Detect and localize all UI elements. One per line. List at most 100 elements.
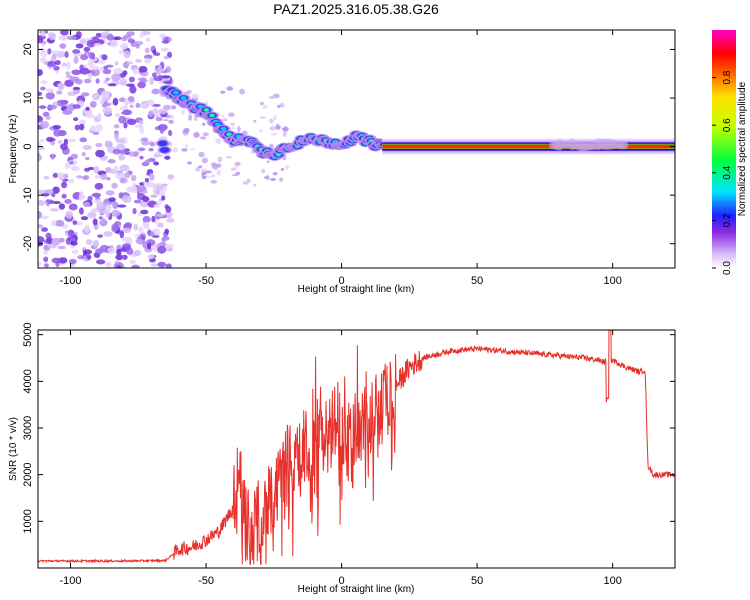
- noise-speckle: [47, 104, 57, 110]
- y-tick-label: -20: [22, 236, 34, 252]
- ridge-blob: [220, 126, 227, 131]
- noise-speckle: [103, 231, 113, 237]
- noise-speckle: [123, 34, 132, 39]
- noise-speckle: [269, 118, 274, 124]
- noise-speckle: [273, 115, 277, 121]
- noise-speckle: [106, 33, 114, 41]
- noise-speckle: [216, 169, 222, 176]
- noise-speckle: [270, 132, 278, 136]
- noise-speckle: [97, 112, 102, 121]
- noise-speckle: [46, 60, 57, 68]
- noise-speckle: [95, 142, 103, 148]
- noise-speckle: [39, 57, 47, 63]
- noise-speckle: [133, 199, 142, 204]
- noise-speckle: [164, 228, 170, 235]
- noise-speckle: [102, 68, 112, 75]
- noise-speckle: [82, 175, 90, 180]
- noise-speckle: [95, 149, 105, 158]
- noise-speckle: [269, 126, 276, 131]
- noise-speckle: [114, 132, 119, 140]
- noise-speckle: [155, 185, 163, 191]
- noise-speckle: [168, 141, 173, 147]
- noise-speckle: [46, 237, 53, 245]
- noise-speckle: [157, 261, 167, 268]
- noise-speckle: [85, 239, 93, 245]
- noise-speckle: [220, 114, 225, 118]
- noise-speckle: [272, 171, 278, 176]
- noise-speckle: [70, 165, 80, 172]
- noise-speckle: [111, 73, 121, 82]
- snr-x-ticks: -100 -50 0 50 100: [60, 330, 622, 587]
- noise-speckle: [152, 49, 157, 54]
- noise-speckle: [111, 182, 118, 189]
- noise-speckle: [139, 33, 145, 38]
- noise-speckle: [150, 263, 159, 267]
- noise-speckle: [104, 140, 110, 146]
- noise-speckle: [58, 35, 68, 41]
- noise-speckle: [61, 181, 68, 189]
- noise-speckle: [275, 125, 281, 130]
- noise-speckle: [38, 37, 44, 44]
- noise-speckle: [79, 137, 88, 143]
- noise-speckle: [57, 83, 64, 89]
- noise-speckle: [80, 54, 89, 61]
- noise-speckle: [103, 66, 108, 70]
- noise-speckle: [113, 166, 119, 172]
- colorbar-tick-label: 0.8: [722, 70, 733, 84]
- noise-speckle: [123, 50, 131, 59]
- y-tick-label: 0: [22, 144, 34, 150]
- noise-speckle: [157, 245, 167, 254]
- noise-speckle: [79, 64, 84, 71]
- noise-speckle: [135, 59, 142, 63]
- noise-speckle: [56, 90, 63, 95]
- noise-speckle: [38, 210, 42, 219]
- noise-speckle: [199, 136, 207, 140]
- noise-speckle: [38, 261, 42, 267]
- noise-speckle: [138, 226, 144, 234]
- noise-speckle: [102, 102, 112, 107]
- noise-speckle: [38, 91, 43, 96]
- noise-speckle: [54, 60, 61, 66]
- noise-speckle: [187, 161, 192, 165]
- noise-speckle: [210, 180, 218, 184]
- noise-speckle: [161, 40, 170, 44]
- noise-speckle: [86, 254, 92, 260]
- colorbar-tick-label: 0.2: [722, 213, 733, 227]
- noise-speckle: [38, 142, 42, 146]
- noise-speckle: [71, 249, 79, 255]
- noise-speckle: [129, 259, 137, 264]
- noise-speckle: [86, 39, 96, 48]
- noise-speckle: [89, 65, 100, 71]
- y-tick-label: 5000: [22, 322, 34, 346]
- snr-y-ticks: 1000 2000 3000 4000 5000: [22, 322, 675, 534]
- y-tick-label: 3000: [22, 416, 34, 440]
- noise-speckle: [145, 37, 151, 43]
- noise-speckle: [78, 196, 84, 201]
- noise-speckle: [147, 254, 155, 260]
- noise-speckle: [76, 175, 83, 179]
- noise-speckle: [54, 219, 65, 227]
- noise-speckle: [52, 200, 61, 205]
- noise-speckle: [40, 121, 50, 129]
- colorbar-gradient: [712, 30, 736, 268]
- noise-speckle: [58, 257, 68, 264]
- noise-speckle: [226, 86, 234, 91]
- spectrogram-x-label: Height of straight line (km): [298, 284, 415, 295]
- noise-speckle: [44, 189, 54, 195]
- noise-speckle: [80, 216, 89, 221]
- noise-speckle: [84, 156, 90, 161]
- noise-speckle: [60, 30, 69, 36]
- noise-speckle: [142, 215, 151, 224]
- ridge-blob: [158, 140, 167, 146]
- noise-speckle: [38, 224, 43, 229]
- noise-speckle: [70, 153, 79, 160]
- noise-speckle: [103, 80, 109, 84]
- noise-speckle: [165, 263, 172, 268]
- x-tick-label: -50: [198, 275, 214, 287]
- noise-speckle: [258, 129, 264, 133]
- noise-speckle: [141, 140, 150, 146]
- noise-speckle: [139, 155, 144, 160]
- noise-speckle: [86, 114, 95, 119]
- noise-speckle: [198, 151, 205, 158]
- noise-speckle: [61, 193, 67, 199]
